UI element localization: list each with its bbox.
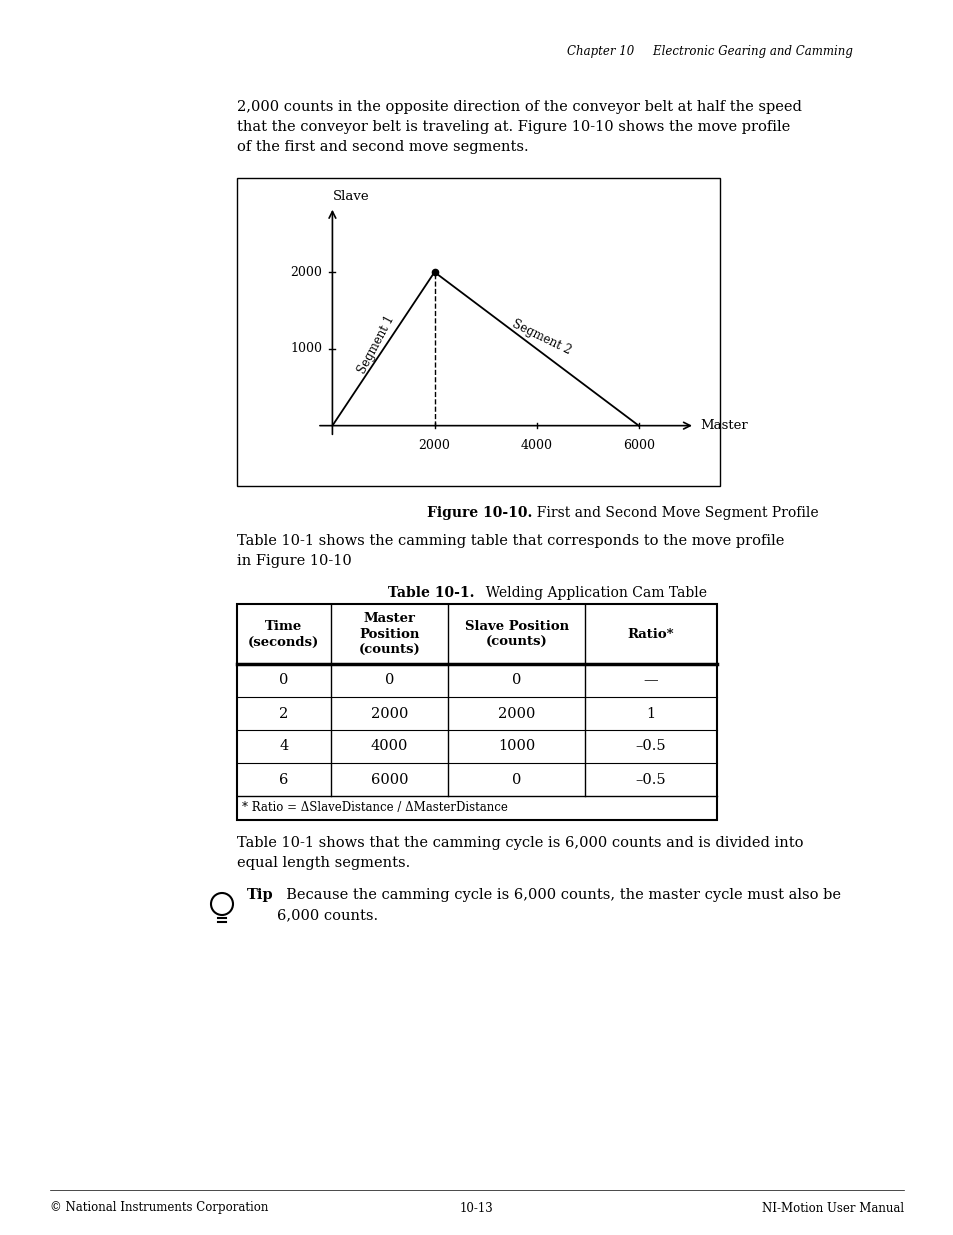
Text: Time
(seconds): Time (seconds) bbox=[248, 620, 319, 648]
Text: Chapter 10     Electronic Gearing and Camming: Chapter 10 Electronic Gearing and Cammin… bbox=[566, 46, 852, 58]
Text: 6000: 6000 bbox=[622, 440, 654, 452]
Text: Segment 2: Segment 2 bbox=[510, 317, 573, 357]
Text: 4000: 4000 bbox=[371, 740, 408, 753]
Text: * Ratio = ΔSlaveDistance / ΔMasterDistance: * Ratio = ΔSlaveDistance / ΔMasterDistan… bbox=[242, 802, 507, 815]
Bar bbox=[236, 178, 720, 487]
Text: 1000: 1000 bbox=[290, 342, 322, 356]
Text: Master
Position
(counts): Master Position (counts) bbox=[358, 611, 420, 657]
Text: Because the camming cycle is 6,000 counts, the master cycle must also be
6,000 c: Because the camming cycle is 6,000 count… bbox=[276, 888, 841, 923]
Text: Welding Application Cam Table: Welding Application Cam Table bbox=[476, 585, 706, 600]
Bar bbox=[236, 604, 717, 820]
Text: © National Instruments Corporation: © National Instruments Corporation bbox=[50, 1202, 268, 1214]
Text: –0.5: –0.5 bbox=[635, 773, 665, 787]
Text: 6000: 6000 bbox=[371, 773, 408, 787]
Text: 1000: 1000 bbox=[497, 740, 535, 753]
Text: 2000: 2000 bbox=[418, 440, 450, 452]
Text: Table 10-1.: Table 10-1. bbox=[388, 585, 475, 600]
Text: 6: 6 bbox=[279, 773, 288, 787]
Text: Segment 1: Segment 1 bbox=[355, 314, 396, 377]
Text: 0: 0 bbox=[512, 673, 520, 688]
Text: 2000: 2000 bbox=[497, 706, 535, 720]
Text: 2,000 counts in the opposite direction of the conveyor belt at half the speed
th: 2,000 counts in the opposite direction o… bbox=[236, 100, 801, 154]
Text: Slave: Slave bbox=[332, 190, 369, 203]
Text: 4000: 4000 bbox=[520, 440, 552, 452]
Text: Tip: Tip bbox=[247, 888, 274, 902]
Text: Ratio*: Ratio* bbox=[627, 627, 674, 641]
Text: Figure 10-10.: Figure 10-10. bbox=[427, 506, 532, 520]
Text: Table 10-1 shows that the camming cycle is 6,000 counts and is divided into
equa: Table 10-1 shows that the camming cycle … bbox=[236, 836, 802, 869]
Text: Table 10-1 shows the camming table that corresponds to the move profile
in Figur: Table 10-1 shows the camming table that … bbox=[236, 534, 783, 568]
Text: Master: Master bbox=[700, 419, 747, 432]
Text: 1: 1 bbox=[646, 706, 655, 720]
Text: 2000: 2000 bbox=[290, 266, 322, 279]
Text: 2000: 2000 bbox=[371, 706, 408, 720]
Text: —: — bbox=[643, 673, 658, 688]
Text: 2: 2 bbox=[279, 706, 288, 720]
Text: 0: 0 bbox=[279, 673, 288, 688]
Text: –0.5: –0.5 bbox=[635, 740, 665, 753]
Text: 0: 0 bbox=[384, 673, 394, 688]
Text: Slave Position
(counts): Slave Position (counts) bbox=[464, 620, 568, 648]
Text: NI-Motion User Manual: NI-Motion User Manual bbox=[761, 1202, 903, 1214]
Text: First and Second Move Segment Profile: First and Second Move Segment Profile bbox=[527, 506, 818, 520]
Text: 4: 4 bbox=[279, 740, 288, 753]
Text: 0: 0 bbox=[512, 773, 520, 787]
Text: 10-13: 10-13 bbox=[459, 1202, 494, 1214]
